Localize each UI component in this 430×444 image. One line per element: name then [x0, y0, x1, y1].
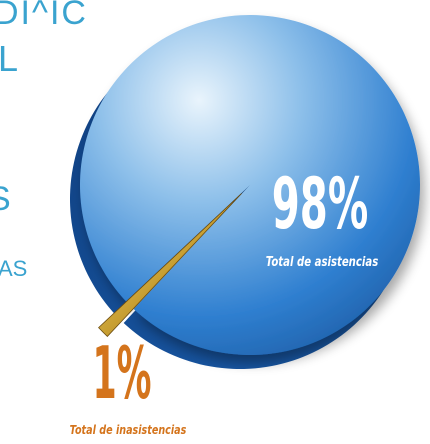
slice-value-label-main: 98% [272, 164, 368, 245]
fragment-line4: AS [0, 256, 28, 281]
pie-slice-small [98, 193, 242, 337]
pie-slice-main [79, 14, 421, 355]
labels-layer: 98% Total de asistencias 1% Total de ina… [70, 164, 379, 437]
slices-layer [69, 14, 421, 369]
fragment-line2: L [0, 38, 19, 79]
fragment-line3: S [0, 180, 11, 219]
slice-value-label-small: 1% [92, 332, 151, 416]
fragment-line1: DI^IC [0, 0, 88, 32]
slice-category-label-main: Total de asistencias [266, 254, 379, 270]
slice-category-label-small: Total de inasistencias [70, 423, 187, 437]
